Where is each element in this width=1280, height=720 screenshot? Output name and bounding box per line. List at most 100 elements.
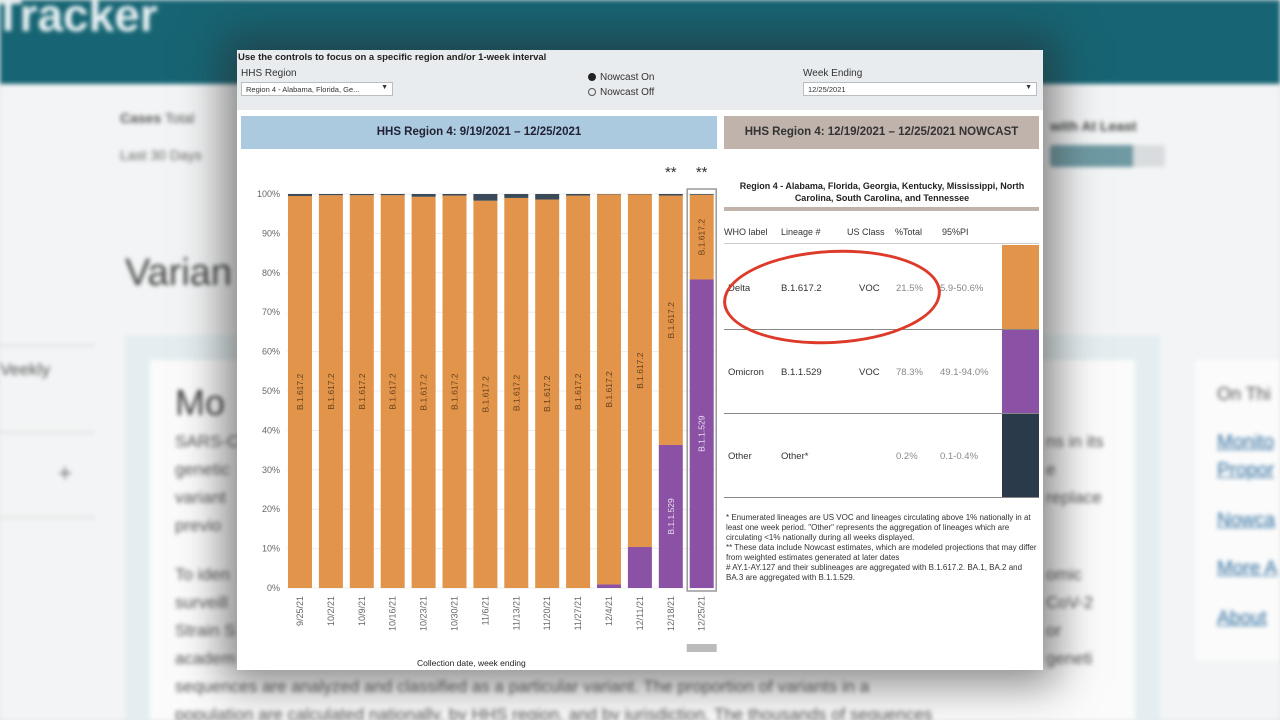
bar-b-1-617-2[interactable] <box>442 195 467 589</box>
bar-b-1-617-2[interactable] <box>349 195 374 588</box>
x-tick-label: 11/27/21 <box>573 596 583 630</box>
y-tick-label: 50% <box>262 386 280 396</box>
x-tick-label: 12/25/21 <box>697 596 707 631</box>
bar-other[interactable] <box>318 194 343 196</box>
cell-who: Delta <box>728 283 751 294</box>
nowcast-on-radio[interactable]: Nowcast On <box>588 72 654 83</box>
bar-other[interactable] <box>288 194 312 196</box>
at-least-label: with At Least <box>1050 118 1137 134</box>
x-tick-label: 12/4/21 <box>604 596 614 626</box>
bar-other[interactable] <box>566 194 591 196</box>
bar-other[interactable] <box>689 194 714 195</box>
bar-b-1-1-529[interactable] <box>689 279 714 588</box>
bar-b-1-617-2[interactable] <box>504 197 529 588</box>
bar-data-label: B.1.617.2 <box>697 219 707 256</box>
hhs-region-label: HHS Region <box>241 68 297 79</box>
filter-controls: Use the controls to focus on a specific … <box>237 50 1043 110</box>
bar-data-label: B.1.617.2 <box>604 371 614 408</box>
body-fragment: ns in its <box>1046 432 1104 451</box>
x-tick-label: 10/30/21 <box>450 596 460 631</box>
cases-label: Cases Total <box>120 110 195 126</box>
body-line: academ <box>175 649 236 668</box>
page-heading: Varian <box>125 252 233 294</box>
y-tick-label: 80% <box>262 268 280 278</box>
bar-other[interactable] <box>473 194 498 201</box>
side-link-monitoring[interactable]: Monito <box>1217 432 1275 453</box>
bar-b-1-1-529[interactable] <box>627 547 652 588</box>
bar-other[interactable] <box>442 194 467 196</box>
y-tick-label: 0% <box>267 583 280 593</box>
side-link-proportions[interactable]: Propor <box>1217 460 1275 481</box>
brand-title: Tracker <box>0 0 158 41</box>
body-fragment: replace <box>1046 488 1102 507</box>
cell-pct-total: 21.5% <box>896 283 923 294</box>
bar-data-label: B.1.617.2 <box>480 376 490 413</box>
bar-other[interactable] <box>504 194 529 198</box>
footnote-asterisk: * Enumerated lineages are US VOC and lin… <box>726 513 1031 542</box>
side-link-more[interactable]: More A <box>1217 558 1278 579</box>
cell-lineage: B.1.617.2 <box>781 283 822 294</box>
bar-b-1-617-2[interactable] <box>535 199 560 589</box>
bar-b-1-1-529[interactable] <box>658 444 683 588</box>
bar-other[interactable] <box>658 194 683 196</box>
bar-b-1-617-2[interactable] <box>658 195 683 445</box>
bar-b-1-617-2[interactable] <box>627 194 652 548</box>
week-ending-select[interactable]: 12/25/2021 ▼ <box>803 82 1037 96</box>
table-row[interactable]: Other Other* 0.2% 0.1-0.4% <box>724 414 1002 497</box>
col-pct-total: %Total <box>895 227 923 237</box>
hhs-region-select[interactable]: Region 4 - Alabama, Florida, Ge... ▼ <box>241 82 393 96</box>
bar-other[interactable] <box>535 194 560 200</box>
cell-us-class: VOC <box>859 283 880 294</box>
nowcast-mark: ** <box>665 164 677 181</box>
bar-b-1-617-2[interactable] <box>288 195 312 588</box>
x-tick-label: 12/18/21 <box>666 596 676 631</box>
at-least-progress-bar <box>1050 145 1165 167</box>
nowcast-off-radio[interactable]: Nowcast Off <box>588 87 654 98</box>
body-line: population are calculated nationally, by… <box>175 705 933 720</box>
week-ending-value: 12/25/2021 <box>808 85 846 94</box>
x-tick-label: 11/6/21 <box>480 596 490 625</box>
expand-plus-icon[interactable]: + <box>58 460 73 487</box>
cell-95-pi: 49.1-94.0% <box>940 367 989 378</box>
bar-b-1-617-2[interactable] <box>597 194 621 585</box>
sidebar-item-weekly[interactable]: Veekly <box>0 360 51 379</box>
side-link-nowcast[interactable]: Nowca <box>1217 510 1276 531</box>
body-fragment: omic <box>1046 565 1082 584</box>
bar-b-1-1-529[interactable] <box>597 584 621 588</box>
variant-proportions-dashboard: Use the controls to focus on a specific … <box>237 50 1043 670</box>
other-color-swatch <box>1002 414 1039 497</box>
bar-other[interactable] <box>349 194 374 196</box>
bar-b-1-617-2[interactable] <box>689 194 714 280</box>
selected-bar-highlight <box>686 188 717 592</box>
body-line: surveill <box>175 593 228 612</box>
body-line: Strain S <box>175 621 236 640</box>
bar-b-1-617-2[interactable] <box>318 195 343 588</box>
x-tick-label: 10/2/21 <box>326 596 336 626</box>
bar-other[interactable] <box>380 194 405 196</box>
body-fragment: geneti <box>1046 649 1093 668</box>
on-this-page-heading: On Thi <box>1217 384 1271 404</box>
x-tick-label: 9/25/21 <box>295 596 305 626</box>
bar-data-label: B.1.617.2 <box>511 375 521 412</box>
body-fragment: CoV-2 <box>1046 593 1094 612</box>
table-row[interactable]: Omicron B.1.1.529 VOC 78.3% 49.1-94.0% <box>724 330 1002 413</box>
bar-b-1-617-2[interactable] <box>566 195 591 589</box>
x-tick-label: 10/9/21 <box>357 596 367 626</box>
bar-b-1-617-2[interactable] <box>380 195 405 588</box>
y-tick-label: 60% <box>262 347 280 357</box>
hhs-region-value: Region 4 - Alabama, Florida, Ge... <box>246 85 360 94</box>
row-divider <box>724 329 1039 330</box>
bar-b-1-617-2[interactable] <box>411 196 436 588</box>
body-line: sequences are analyzed and classified as… <box>175 677 870 696</box>
row-divider <box>724 497 1039 498</box>
side-link-about[interactable]: About <box>1217 608 1267 629</box>
x-tick-label: 10/23/21 <box>419 596 429 631</box>
y-tick-label: 70% <box>262 307 280 317</box>
table-row[interactable]: Delta B.1.617.2 VOC 21.5% 5.9-50.6% <box>724 245 1002 329</box>
nowcast-header: HHS Region 4: 12/19/2021 – 12/25/2021 NO… <box>724 116 1039 149</box>
sidebar-divider <box>0 517 95 518</box>
bar-other[interactable] <box>411 194 436 197</box>
bar-b-1-617-2[interactable] <box>473 200 498 588</box>
x-axis-title: Collection date, week ending <box>417 658 526 668</box>
bar-data-label: B.1.617.2 <box>635 352 645 389</box>
